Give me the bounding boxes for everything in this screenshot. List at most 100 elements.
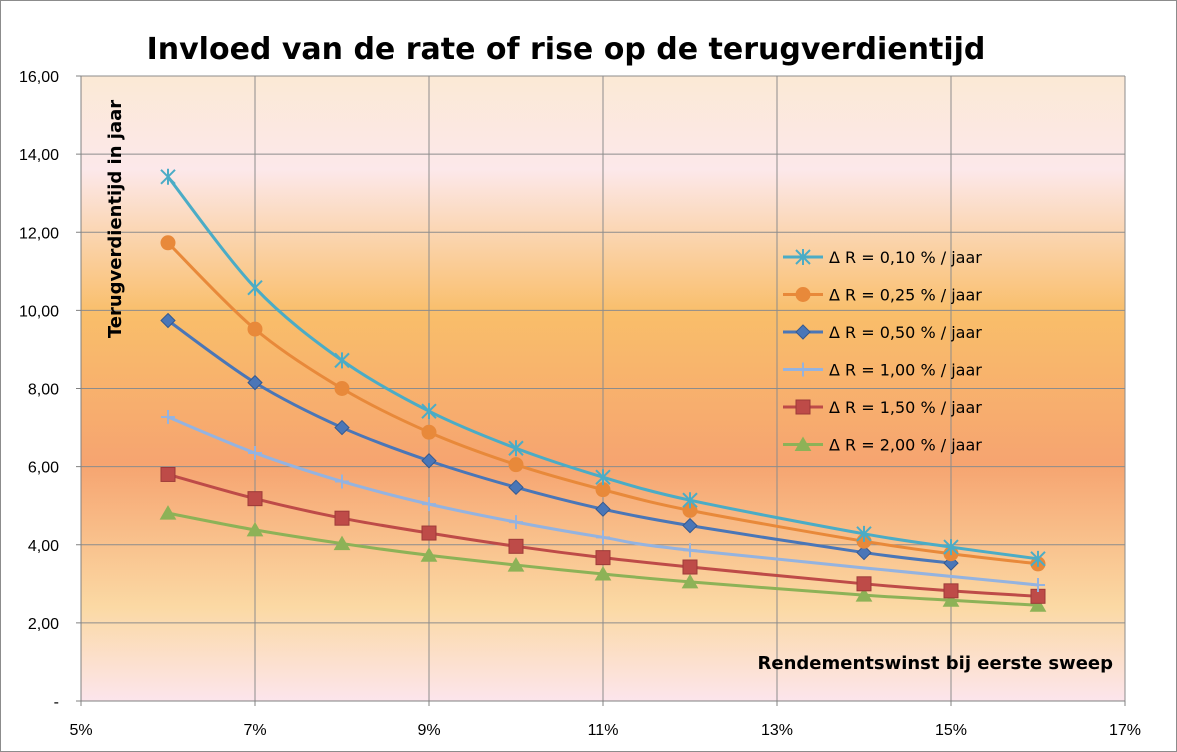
data-point (334, 510, 350, 526)
series-6 (159, 505, 1047, 612)
legend-label: Δ R = 2,00 % / jaar (829, 436, 982, 455)
data-point (1029, 597, 1047, 612)
series-3 (160, 312, 959, 571)
y-tick-label: 2,00 (28, 616, 59, 633)
legend-marker (794, 436, 812, 451)
data-point (334, 419, 350, 436)
x-tick-label: 17% (1109, 722, 1141, 739)
legend-marker (795, 324, 811, 340)
data-point (160, 466, 176, 482)
series-4 (161, 410, 1045, 592)
data-point (421, 424, 437, 440)
legend-marker (795, 249, 811, 265)
legend-marker (795, 399, 811, 415)
data-point (160, 312, 176, 329)
data-point (1031, 577, 1045, 592)
data-point (159, 505, 177, 520)
data-point (421, 525, 437, 541)
data-point (421, 403, 437, 420)
data-point (508, 479, 524, 496)
data-point (247, 321, 263, 337)
data-point (247, 491, 263, 507)
x-tick-label: 7% (243, 722, 266, 739)
x-tick-label: 9% (417, 722, 440, 739)
legend-marker (796, 362, 810, 377)
x-tick-label: 5% (69, 722, 92, 739)
y-tick-label: 8,00 (28, 382, 59, 399)
data-point (1030, 550, 1046, 567)
data-point (333, 535, 351, 551)
y-tick-label: 4,00 (28, 538, 59, 555)
data-point (334, 352, 350, 369)
legend-item: Δ R = 0,50 % / jaar (783, 323, 982, 342)
data-point (420, 547, 438, 562)
legend-item: Δ R = 1,00 % / jaar (783, 361, 982, 380)
data-point (334, 381, 350, 396)
chart-title: Invloed van de rate of rise op de terugv… (147, 32, 986, 67)
data-point (942, 592, 960, 607)
legend-label: Δ R = 1,00 % / jaar (829, 361, 982, 380)
legend-label: Δ R = 0,50 % / jaar (829, 323, 982, 342)
legend-item: Δ R = 2,00 % / jaar (783, 436, 982, 455)
legend-marker (795, 287, 811, 302)
data-point (248, 445, 262, 460)
data-point (943, 555, 959, 571)
data-point (247, 374, 263, 391)
data-point (247, 279, 263, 296)
data-point (596, 530, 610, 545)
axes: - 2,00 4,00 6,00 8,00 10,00 12,00 14,00 16,00 5% 7… (19, 69, 1141, 739)
x-tick-label: 15% (935, 722, 967, 739)
data-point (856, 544, 872, 561)
data-point (682, 517, 698, 534)
x-tick-label: 13% (761, 722, 793, 739)
y-tick-label: 6,00 (28, 460, 59, 477)
data-point (595, 501, 611, 517)
y-tick-label: 14,00 (19, 147, 59, 164)
y-tick-label: 16,00 (19, 69, 59, 86)
data-point (246, 521, 264, 537)
series-5 (160, 466, 1046, 604)
y-tick-label: 10,00 (19, 303, 59, 320)
data-point (682, 492, 698, 509)
data-point (335, 474, 349, 489)
series-1 (160, 168, 1046, 567)
legend-label: Δ R = 0,25 % / jaar (829, 286, 982, 305)
data-point (421, 453, 437, 469)
data-point (509, 515, 523, 530)
data-point (681, 573, 699, 589)
data-point (508, 457, 524, 473)
legend-label: Δ R = 0,10 % / jaar (829, 248, 982, 267)
data-point (594, 566, 612, 581)
series-line (167, 511, 1039, 607)
data-point (943, 583, 959, 599)
data-point (160, 168, 176, 185)
legend: Δ R = 0,10 % / jaar Δ R = 0,25 % / jaar Δ … (783, 248, 982, 455)
data-point (682, 559, 698, 575)
series-line (166, 241, 1039, 566)
legend-item: Δ R = 0,25 % / jaar (783, 286, 982, 305)
data-point (508, 538, 524, 554)
data-point (943, 539, 959, 556)
legend-item: Δ R = 0,10 % / jaar (783, 248, 982, 267)
legend-item: Δ R = 1,50 % / jaar (783, 398, 982, 417)
data-point (160, 235, 176, 251)
x-tick-label: 11% (588, 722, 619, 739)
series-layer (159, 168, 1047, 612)
y-tick-label: - (54, 694, 59, 711)
data-point (856, 576, 872, 592)
data-point (683, 543, 697, 558)
legend-label: Δ R = 1,50 % / jaar (829, 398, 982, 417)
data-point (595, 550, 611, 566)
gridlines (81, 75, 1126, 701)
data-point (507, 557, 525, 572)
data-point (855, 587, 873, 602)
data-point (161, 410, 175, 425)
data-point (508, 440, 524, 457)
y-tick-label: 12,00 (19, 225, 59, 242)
data-point (856, 525, 872, 542)
x-axis-label: Rendementswinst bij eerste sweep (758, 653, 1114, 674)
series-line (167, 472, 1039, 598)
y-axis-label: Terugverdientijd in jaar (105, 100, 126, 338)
